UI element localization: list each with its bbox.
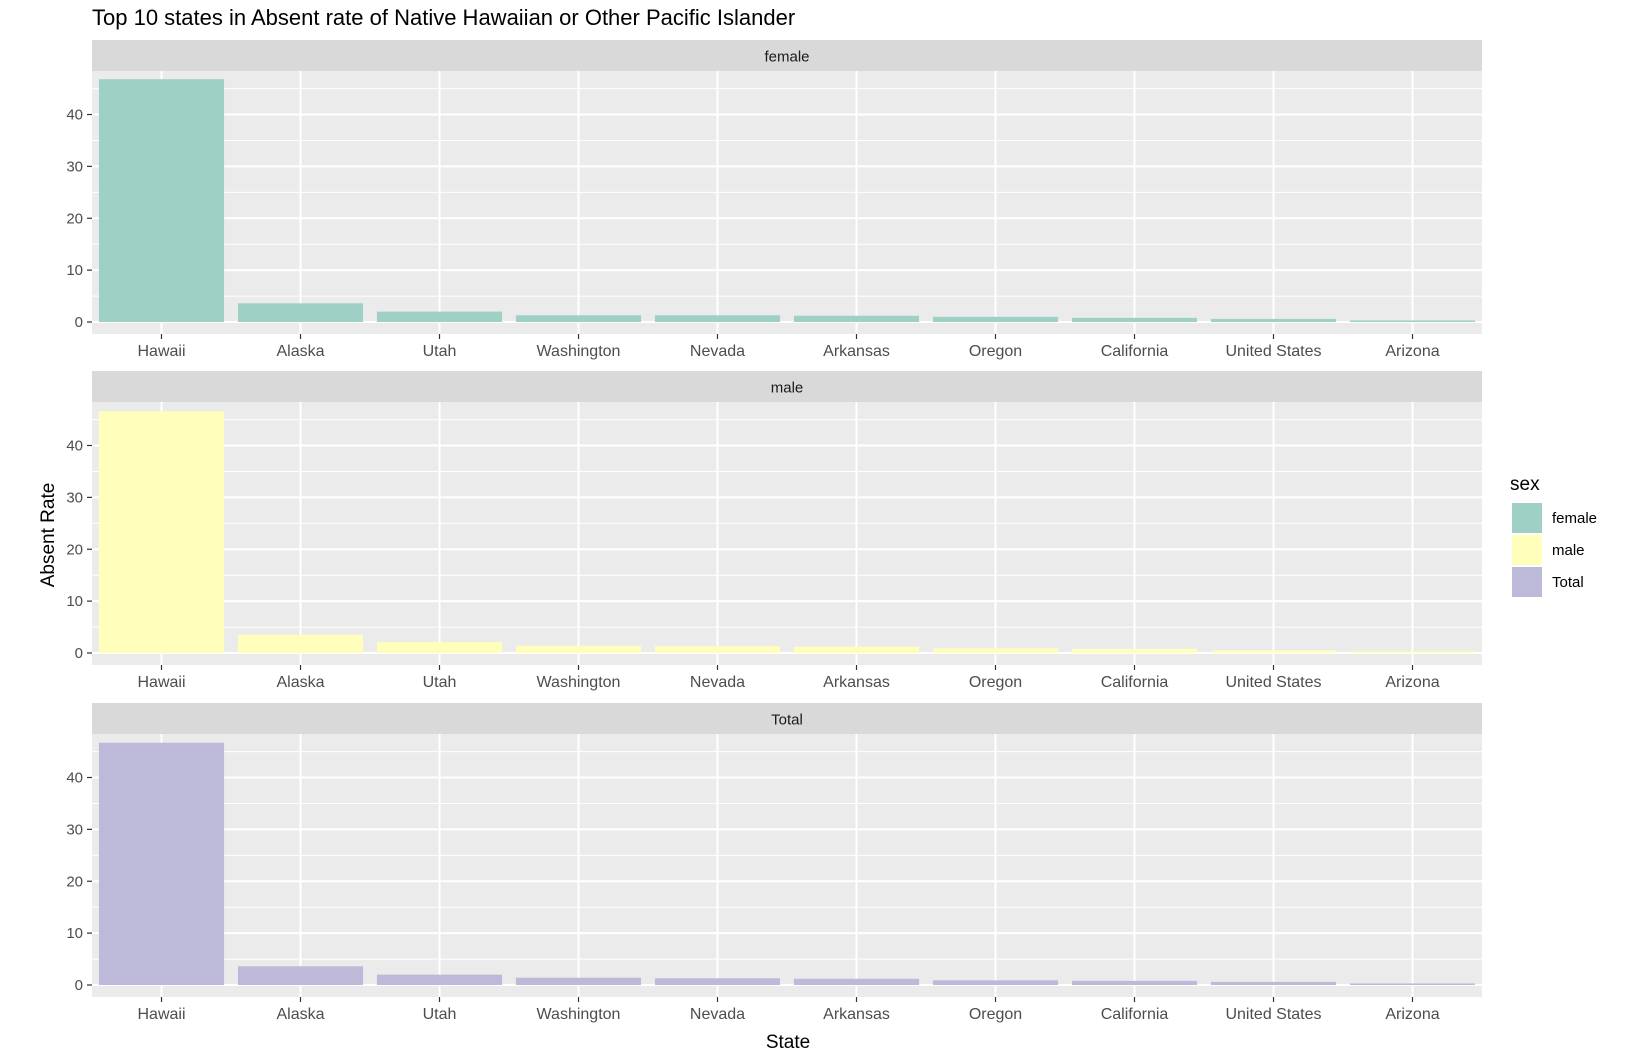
legend-title: sex	[1510, 474, 1540, 495]
bar-utah	[376, 642, 503, 653]
y-tick-label: 40	[66, 770, 83, 787]
x-tick-label: Utah	[423, 1006, 457, 1023]
x-tick-label: Arizona	[1385, 674, 1439, 691]
facet-strip-label: Total	[771, 712, 803, 729]
bar-alaska	[237, 303, 364, 322]
x-tick-label: Arkansas	[823, 343, 890, 360]
bar-california	[1071, 648, 1198, 653]
x-tick-label: Alaska	[276, 674, 324, 691]
x-tick-label: Washington	[537, 343, 621, 360]
y-tick-label: 30	[66, 158, 83, 175]
y-axis-title: Absent Rate	[38, 483, 59, 588]
y-tick-label: 0	[75, 645, 83, 662]
x-tick-label: United States	[1225, 343, 1321, 360]
y-tick-label: 40	[66, 438, 83, 455]
bar-washington	[515, 645, 642, 653]
bar-oregon	[932, 316, 1059, 322]
x-tick-label: Arizona	[1385, 1006, 1439, 1023]
bar-united-states	[1210, 318, 1337, 322]
x-tick-label: United States	[1225, 1006, 1321, 1023]
x-tick-label: Oregon	[969, 343, 1022, 360]
x-tick-label: Utah	[423, 343, 457, 360]
x-tick-label: Washington	[537, 1006, 621, 1023]
legend-key	[1512, 567, 1542, 597]
chart-title: Top 10 states in Absent rate of Native H…	[92, 5, 795, 30]
x-tick-label: Nevada	[690, 1006, 745, 1023]
bar-alaska	[237, 966, 364, 985]
legend: sex female male Total	[1510, 474, 1597, 597]
bar-washington	[515, 977, 642, 985]
legend-items: female male Total	[1512, 503, 1597, 597]
y-tick-label: 30	[66, 489, 83, 506]
bar-hawaii	[98, 79, 225, 322]
x-tick-label: Nevada	[690, 674, 745, 691]
x-tick-label: Alaska	[276, 1006, 324, 1023]
bar-united-states	[1210, 650, 1337, 653]
legend-key	[1512, 503, 1542, 533]
x-tick-label: California	[1101, 1006, 1169, 1023]
bar-arizona	[1349, 651, 1476, 653]
y-tick-label: 10	[66, 262, 83, 279]
y-tick-label: 10	[66, 925, 83, 942]
facet-panel-male: male 0 10 20 30 40 Hawaii Alaska Utah Washington N…	[66, 371, 1482, 691]
facet-panels: female 0 10 20 30 40 Hawaii Alaska Utah Washingto…	[66, 40, 1482, 1023]
bar-arizona	[1349, 983, 1476, 985]
bar-alaska	[237, 634, 364, 653]
bar-hawaii	[98, 411, 225, 653]
y-tick-label: 0	[75, 314, 83, 331]
legend-label: Total	[1552, 574, 1584, 591]
facet-strip-label: male	[771, 380, 804, 397]
bar-hawaii	[98, 742, 225, 985]
y-tick-label: 0	[75, 977, 83, 994]
facet-panel-total: Total 0 10 20 30 40 Hawaii Alaska Utah Washington…	[66, 703, 1482, 1023]
bar-united-states	[1210, 981, 1337, 985]
bar-arkansas	[793, 978, 920, 985]
y-tick-label: 20	[66, 210, 83, 227]
facet-strip	[92, 371, 1482, 402]
y-tick-label: 30	[66, 821, 83, 838]
x-tick-label: Alaska	[276, 343, 324, 360]
bar-oregon	[932, 648, 1059, 653]
x-tick-label: Washington	[537, 674, 621, 691]
legend-label: female	[1552, 510, 1597, 527]
x-tick-label: United States	[1225, 674, 1321, 691]
x-tick-label: Arkansas	[823, 1006, 890, 1023]
bar-arkansas	[793, 315, 920, 322]
y-tick-label: 20	[66, 541, 83, 558]
x-tick-label: Hawaii	[137, 674, 185, 691]
facet-strip	[92, 40, 1482, 71]
bar-oregon	[932, 980, 1059, 985]
bar-utah	[376, 974, 503, 985]
bar-nevada	[654, 978, 781, 985]
bar-utah	[376, 311, 503, 322]
bar-washington	[515, 315, 642, 322]
y-tick-label: 20	[66, 873, 83, 890]
x-tick-label: Oregon	[969, 1006, 1022, 1023]
legend-key	[1512, 535, 1542, 565]
facet-strip	[92, 703, 1482, 734]
y-tick-label: 40	[66, 107, 83, 124]
x-tick-label: California	[1101, 343, 1169, 360]
bar-nevada	[654, 315, 781, 322]
bar-arizona	[1349, 320, 1476, 322]
bar-california	[1071, 317, 1198, 322]
x-tick-label: Utah	[423, 674, 457, 691]
facet-panel-female: female 0 10 20 30 40 Hawaii Alaska Utah Washingto…	[66, 40, 1482, 360]
x-tick-label: Arizona	[1385, 343, 1439, 360]
x-tick-label: Nevada	[690, 343, 745, 360]
bar-california	[1071, 980, 1198, 985]
y-tick-label: 10	[66, 593, 83, 610]
facet-strip-label: female	[764, 49, 809, 66]
legend-label: male	[1552, 542, 1585, 559]
x-tick-label: Arkansas	[823, 674, 890, 691]
bar-arkansas	[793, 646, 920, 653]
x-tick-label: Hawaii	[137, 1006, 185, 1023]
bar-nevada	[654, 646, 781, 653]
x-tick-label: Oregon	[969, 674, 1022, 691]
x-axis-title: State	[766, 1032, 810, 1050]
x-tick-label: California	[1101, 674, 1169, 691]
x-tick-label: Hawaii	[137, 343, 185, 360]
